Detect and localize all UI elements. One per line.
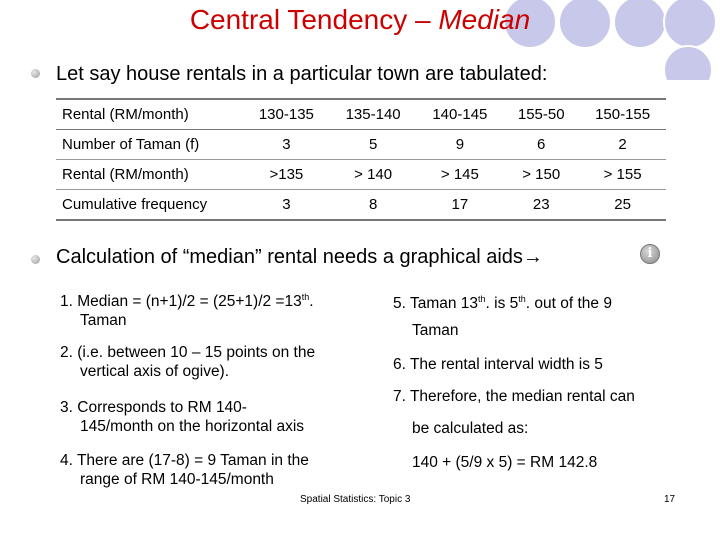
table-cell: 155-50: [503, 99, 580, 130]
table-cell: 17: [451, 196, 469, 213]
table-cell: 3: [282, 196, 291, 213]
table-cell: 5: [368, 136, 378, 153]
table-cell: 130-135: [243, 99, 330, 130]
table-cell: > 155: [603, 166, 642, 183]
table-row-label: Cumulative frequency: [62, 196, 208, 213]
table-row-label: Number of Taman (f): [62, 136, 200, 153]
rental-table: Rental (RM/month) 130-135 135-140 140-14…: [56, 98, 666, 221]
table-row: Rental (RM/month) >135 > 140 > 145 > 150…: [56, 159, 666, 190]
table-cell: >135: [269, 166, 304, 183]
superscript: th: [478, 294, 486, 304]
info-icon[interactable]: [640, 244, 660, 264]
step-1: 1. Median = (n+1)/2 = (25+1)/2 =13th. Ta…: [60, 288, 314, 330]
step-text: Median = (n+1)/2 = (25+1)/2 =13: [77, 293, 302, 311]
table-row: Cumulative frequency 3 8 17 23 25: [56, 189, 666, 221]
superscript: th: [301, 292, 310, 302]
table-cell: > 140: [354, 166, 393, 183]
step-number: 3.: [60, 399, 73, 416]
step-7-cont: be calculated as:: [412, 420, 529, 437]
table-cell: 2: [618, 136, 627, 153]
table-row: Number of Taman (f) 3 5 9 6 2: [56, 129, 666, 160]
step-2: 2. (i.e. between 10 – 15 points on the v…: [60, 343, 315, 381]
bullet-icon: [31, 69, 40, 78]
step-text: Taman: [80, 312, 127, 330]
table-cell: 6: [537, 136, 546, 153]
step-number: 2.: [60, 344, 73, 361]
table-row: Rental (RM/month) 130-135 135-140 140-14…: [56, 99, 666, 130]
table-row-label: Rental (RM/month): [62, 166, 189, 183]
median-formula: 140 + (5/9 x 5) = RM 142.8: [412, 454, 598, 471]
table-cell: 9: [455, 136, 465, 153]
step-text: .: [309, 293, 314, 311]
step-5-cont: Taman: [412, 322, 459, 339]
title-italic: Median: [438, 4, 531, 35]
table-cell: > 145: [440, 166, 479, 183]
step-text: 5. Taman 13: [393, 295, 479, 313]
table-cell: 135-140: [329, 99, 417, 130]
step-text: Corresponds to RM 140-: [77, 399, 247, 416]
table-cell: 25: [614, 196, 631, 213]
step-6: 6. The rental interval width is 5: [393, 356, 603, 373]
table-cell: 3: [282, 136, 291, 153]
step-text: . out of the 9: [525, 295, 612, 313]
table-row-label: Rental (RM/month): [56, 99, 243, 130]
step-text: There are (17-8) = 9 Taman in the: [76, 452, 309, 469]
step-text: . is 5: [485, 295, 519, 313]
footer-text: Spatial Statistics: Topic 3: [300, 494, 411, 505]
step-number: 1.: [60, 293, 73, 311]
bullet-text-1: Let say house rentals in a particular to…: [56, 63, 548, 85]
step-7: 7. Therefore, the median rental can: [393, 388, 635, 405]
step-4: 4. There are (17-8) = 9 Taman in the ran…: [60, 451, 309, 489]
table-cell: 23: [532, 196, 550, 213]
table-cell: 140-145: [416, 99, 504, 130]
step-5: 5. Taman 13th. is 5th. out of the 9: [393, 290, 612, 313]
superscript: th: [518, 294, 526, 304]
step-text: (i.e. between 10 – 15 points on the: [77, 344, 316, 361]
step-text: vertical axis of ogive).: [80, 363, 230, 380]
bullet-icon: [31, 255, 40, 264]
table-cell: > 150: [522, 166, 561, 183]
step-number: 4.: [60, 452, 73, 469]
bullet-text-2: Calculation of “median” rental needs a g…: [56, 246, 543, 268]
page-number: 17: [664, 494, 676, 505]
step-text: 145/month on the horizontal axis: [80, 418, 305, 435]
step-text: range of RM 140-145/month: [80, 471, 274, 488]
decorative-circles: [503, 0, 717, 80]
slide-title: Central Tendency – Median: [0, 4, 720, 36]
table-cell: 150-155: [579, 99, 666, 130]
title-main: Central Tendency –: [189, 4, 439, 35]
table-cell: 8: [368, 196, 378, 213]
step-3: 3. Corresponds to RM 140- 145/month on t…: [60, 398, 304, 436]
